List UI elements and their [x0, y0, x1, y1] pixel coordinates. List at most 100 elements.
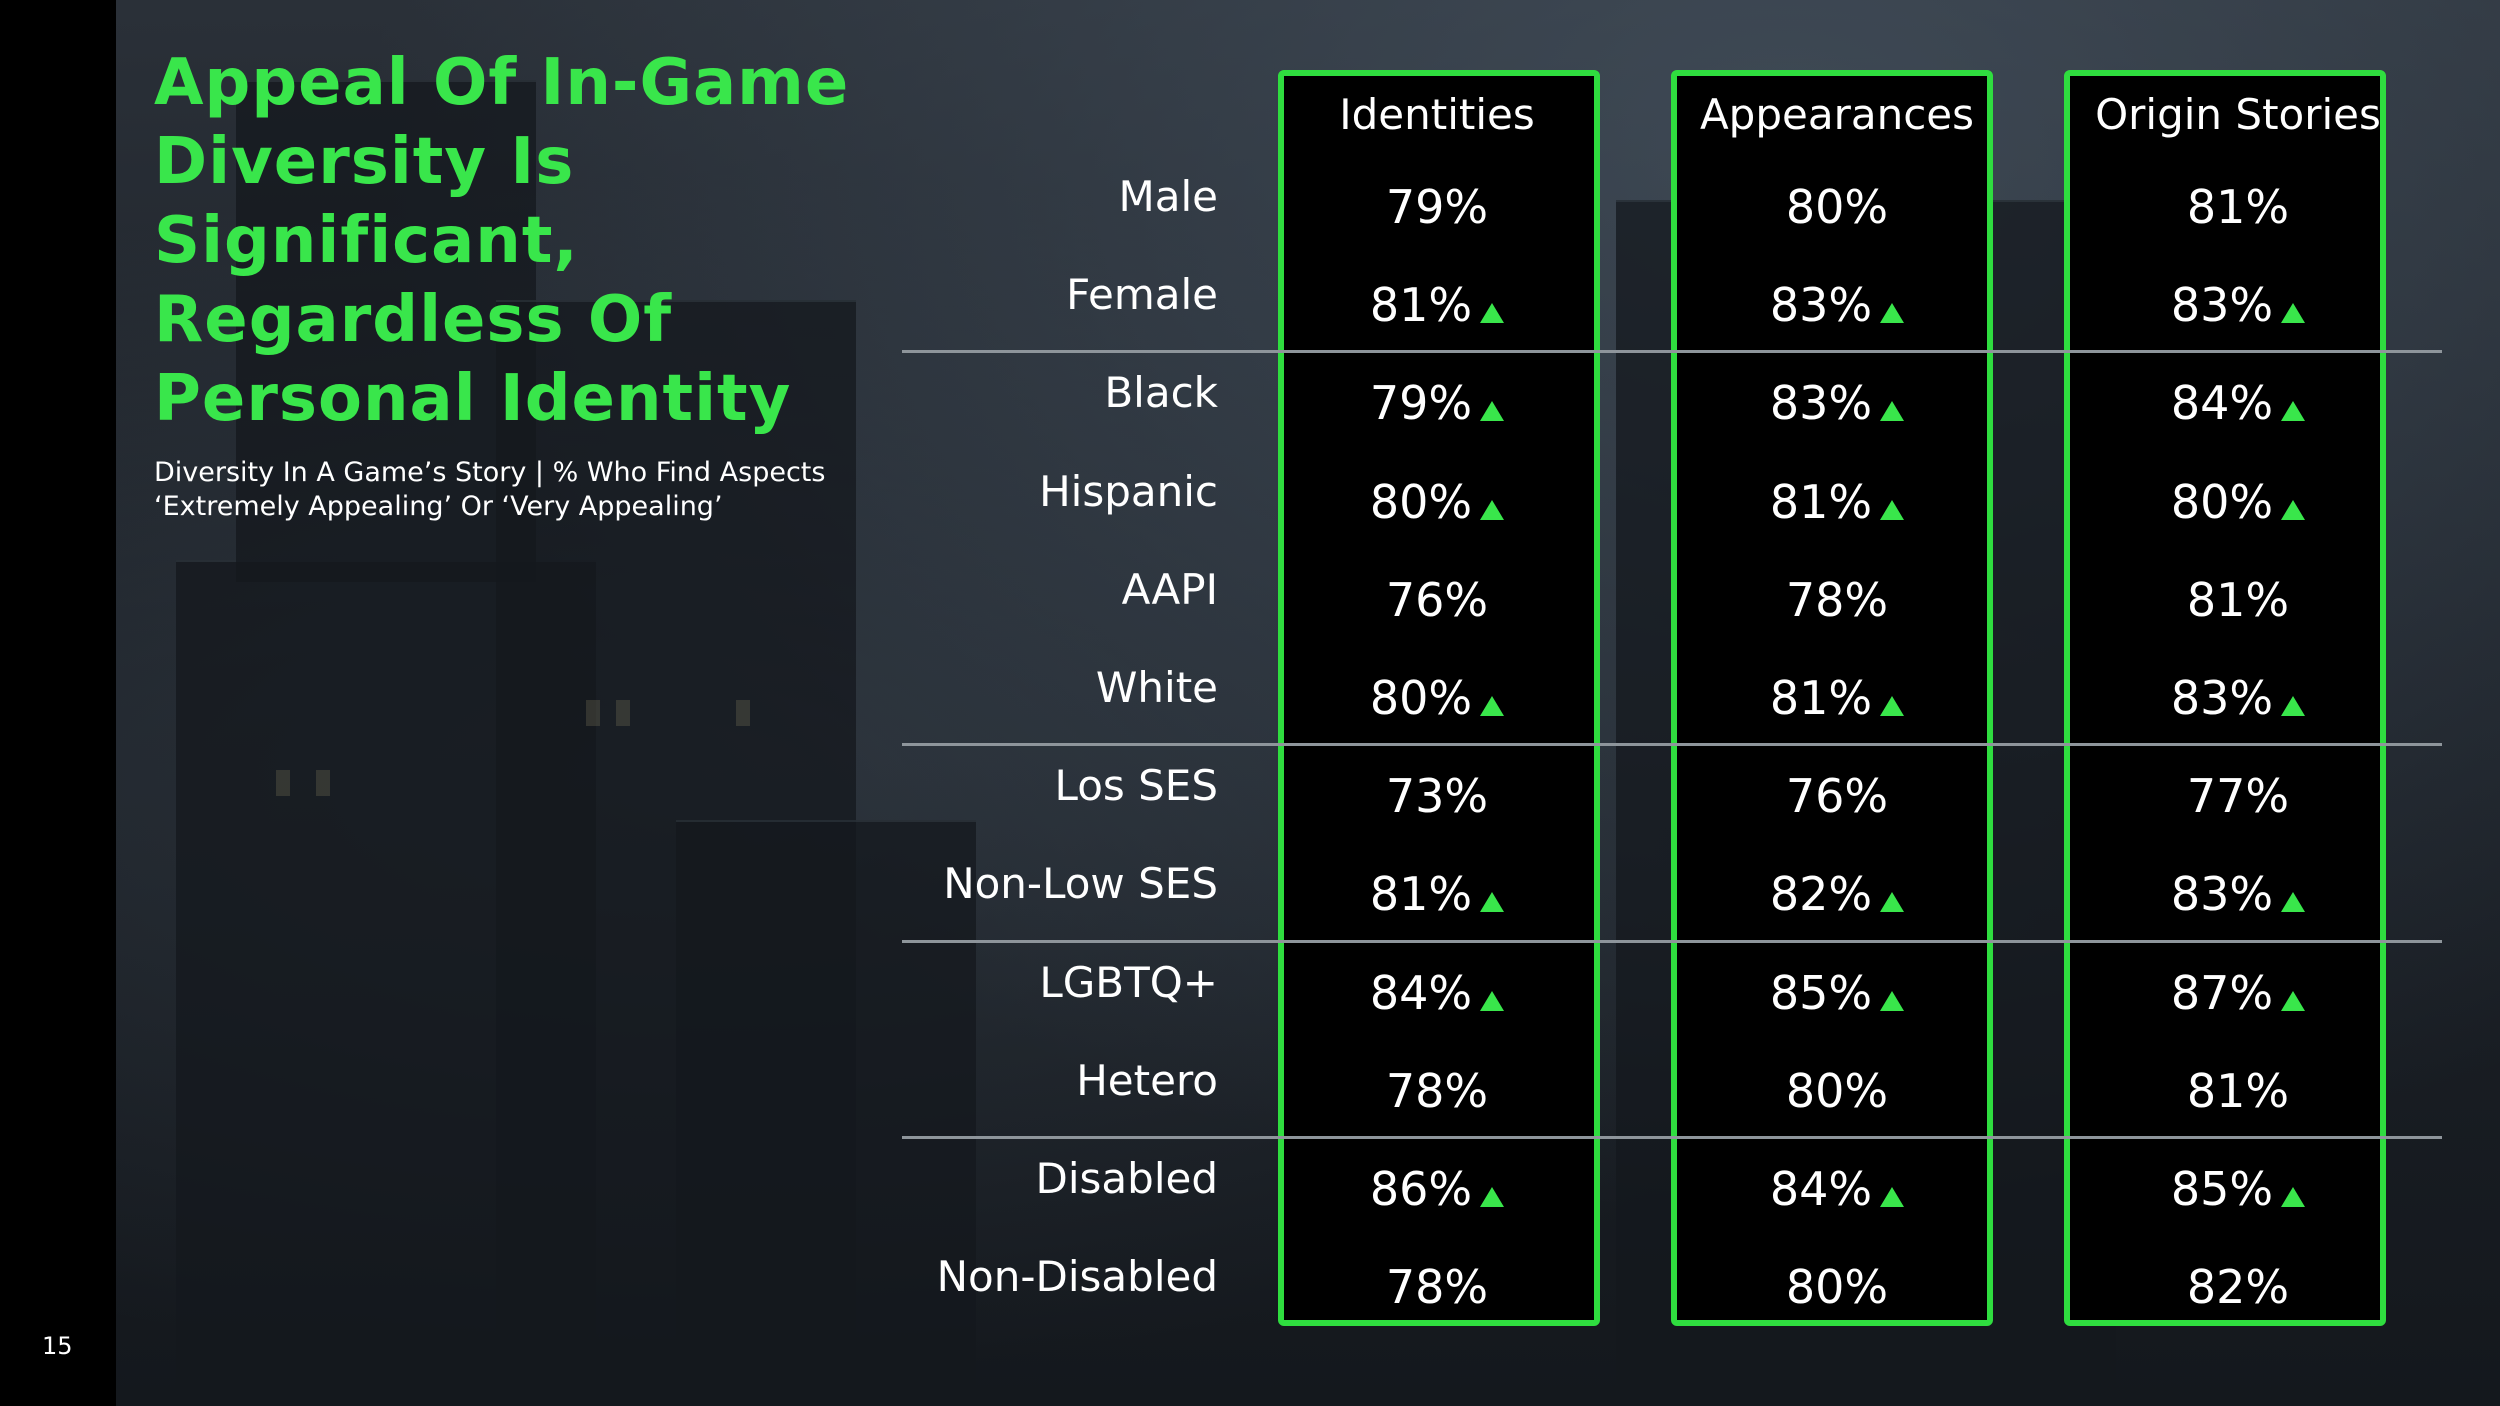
- cell-value: 81%: [1769, 474, 1873, 529]
- row-label: Disabled: [1035, 1154, 1218, 1203]
- up-triangle-icon: [1480, 696, 1505, 716]
- data-cell: 87%: [2071, 966, 2405, 1020]
- data-cell: 80%: [1670, 1064, 2004, 1118]
- up-triangle-icon: [2281, 1187, 2306, 1207]
- column-header: Origin Stories: [2095, 90, 2381, 139]
- data-cell: 80%: [1270, 475, 1604, 529]
- cell-value: 79%: [1385, 180, 1489, 234]
- cell-value: 87%: [2170, 965, 2274, 1020]
- up-triangle-icon: [1480, 1187, 1505, 1207]
- cell-value: 83%: [1769, 278, 1873, 333]
- cell-value: 76%: [1785, 769, 1889, 824]
- data-cell: 79%: [1270, 376, 1604, 430]
- cell-value: 85%: [2170, 1162, 2274, 1216]
- cell-value: 80%: [1785, 180, 1889, 234]
- group-divider: [902, 1136, 2442, 1139]
- data-cell: 81%: [2071, 1064, 2405, 1118]
- data-cell: 84%: [1270, 966, 1604, 1020]
- up-triangle-icon: [1880, 696, 1905, 716]
- page-number: 15: [42, 1332, 73, 1360]
- group-divider: [902, 939, 2442, 943]
- cell-value: 77%: [2186, 769, 2290, 824]
- row-label: Los SES: [1054, 761, 1218, 811]
- data-cell: 78%: [1270, 1260, 1604, 1314]
- cell-value: 83%: [2170, 278, 2274, 333]
- cell-value: 80%: [1785, 1063, 1889, 1118]
- up-triangle-icon: [1480, 499, 1505, 520]
- cell-value: 81%: [2186, 180, 2290, 234]
- up-triangle-icon: [1480, 303, 1505, 324]
- data-cell: 84%: [2071, 376, 2405, 430]
- data-cell: 73%: [1270, 769, 1604, 823]
- left-black-bar: [0, 0, 116, 1406]
- cell-value: 80%: [1369, 671, 1473, 725]
- column-header: Identities: [1339, 90, 1535, 139]
- data-cell: 78%: [1270, 1064, 1604, 1118]
- row-label: Non-Disabled: [936, 1252, 1218, 1302]
- subtitle-line-2: ‘Extremely Appealing’ Or ‘Very Appealing…: [154, 491, 723, 522]
- row-label: Male: [1118, 172, 1218, 221]
- up-triangle-icon: [2281, 401, 2306, 422]
- data-cell: 81%: [1670, 475, 2004, 529]
- up-triangle-icon: [1480, 990, 1505, 1011]
- data-cell: 85%: [1670, 966, 2004, 1020]
- data-cell: 80%: [1270, 671, 1604, 725]
- data-cell: 86%: [1270, 1162, 1604, 1216]
- cell-value: 81%: [2186, 572, 2290, 627]
- data-cell: 81%: [1270, 278, 1604, 332]
- data-cell: 80%: [1670, 180, 2004, 234]
- cell-value: 80%: [1785, 1260, 1889, 1315]
- row-label: White: [1095, 663, 1218, 712]
- subtitle-line-1: Diversity In A Game’s Story | % Who Find…: [154, 457, 826, 488]
- data-cell: 83%: [2071, 867, 2405, 921]
- up-triangle-icon: [2281, 696, 2306, 716]
- cell-value: 83%: [2170, 867, 2274, 922]
- cell-value: 86%: [1369, 1162, 1473, 1216]
- cell-value: 73%: [1385, 769, 1489, 824]
- cell-value: 85%: [1769, 965, 1873, 1020]
- up-triangle-icon: [1880, 303, 1905, 324]
- data-cell: 82%: [1670, 867, 2004, 921]
- cell-value: 80%: [2170, 474, 2274, 529]
- data-cell: 83%: [1670, 376, 2004, 430]
- up-triangle-icon: [1880, 1187, 1905, 1207]
- cell-value: 84%: [1769, 1162, 1873, 1216]
- data-cell: 77%: [2071, 769, 2405, 823]
- cell-value: 78%: [1785, 572, 1889, 627]
- cell-value: 82%: [1769, 867, 1873, 922]
- up-triangle-icon: [2281, 892, 2306, 913]
- data-cell: 79%: [1270, 180, 1604, 234]
- up-triangle-icon: [1480, 892, 1505, 913]
- cell-value: 83%: [1769, 376, 1873, 431]
- group-divider: [902, 743, 2442, 747]
- data-cell: 78%: [1670, 573, 2004, 627]
- data-cell: 80%: [1670, 1260, 2004, 1314]
- data-cell: 85%: [2071, 1162, 2405, 1216]
- cell-value: 80%: [1369, 474, 1473, 529]
- cell-value: 84%: [1369, 965, 1473, 1020]
- subtitle: Diversity In A Game’s Story | % Who Find…: [154, 456, 954, 524]
- cell-value: 81%: [1769, 671, 1873, 725]
- row-label: LGBTQ+: [1039, 957, 1218, 1007]
- data-cell: 83%: [2071, 278, 2405, 332]
- up-triangle-icon: [2281, 499, 2306, 520]
- data-cell: 84%: [1670, 1162, 2004, 1216]
- page-title: Appeal Of In-Game Diversity Is Significa…: [154, 46, 850, 436]
- up-triangle-icon: [1880, 990, 1905, 1011]
- row-label: Hetero: [1076, 1055, 1218, 1105]
- group-divider: [902, 350, 2442, 354]
- data-cell: 82%: [2071, 1260, 2405, 1314]
- cell-value: 82%: [2186, 1260, 2290, 1315]
- data-cell: 76%: [1670, 769, 2004, 823]
- row-label: Female: [1066, 270, 1218, 320]
- cell-value: 81%: [1369, 867, 1473, 922]
- cell-value: 76%: [1385, 572, 1489, 627]
- cell-value: 84%: [2170, 376, 2274, 431]
- column-box-appearances: [1671, 70, 1993, 1326]
- data-cell: 83%: [2071, 671, 2405, 725]
- column-box-identities: [1278, 70, 1600, 1326]
- cell-value: 78%: [1385, 1260, 1489, 1315]
- cell-value: 81%: [2186, 1063, 2290, 1118]
- data-cell: 80%: [2071, 475, 2405, 529]
- column-header: Appearances: [1699, 90, 1975, 139]
